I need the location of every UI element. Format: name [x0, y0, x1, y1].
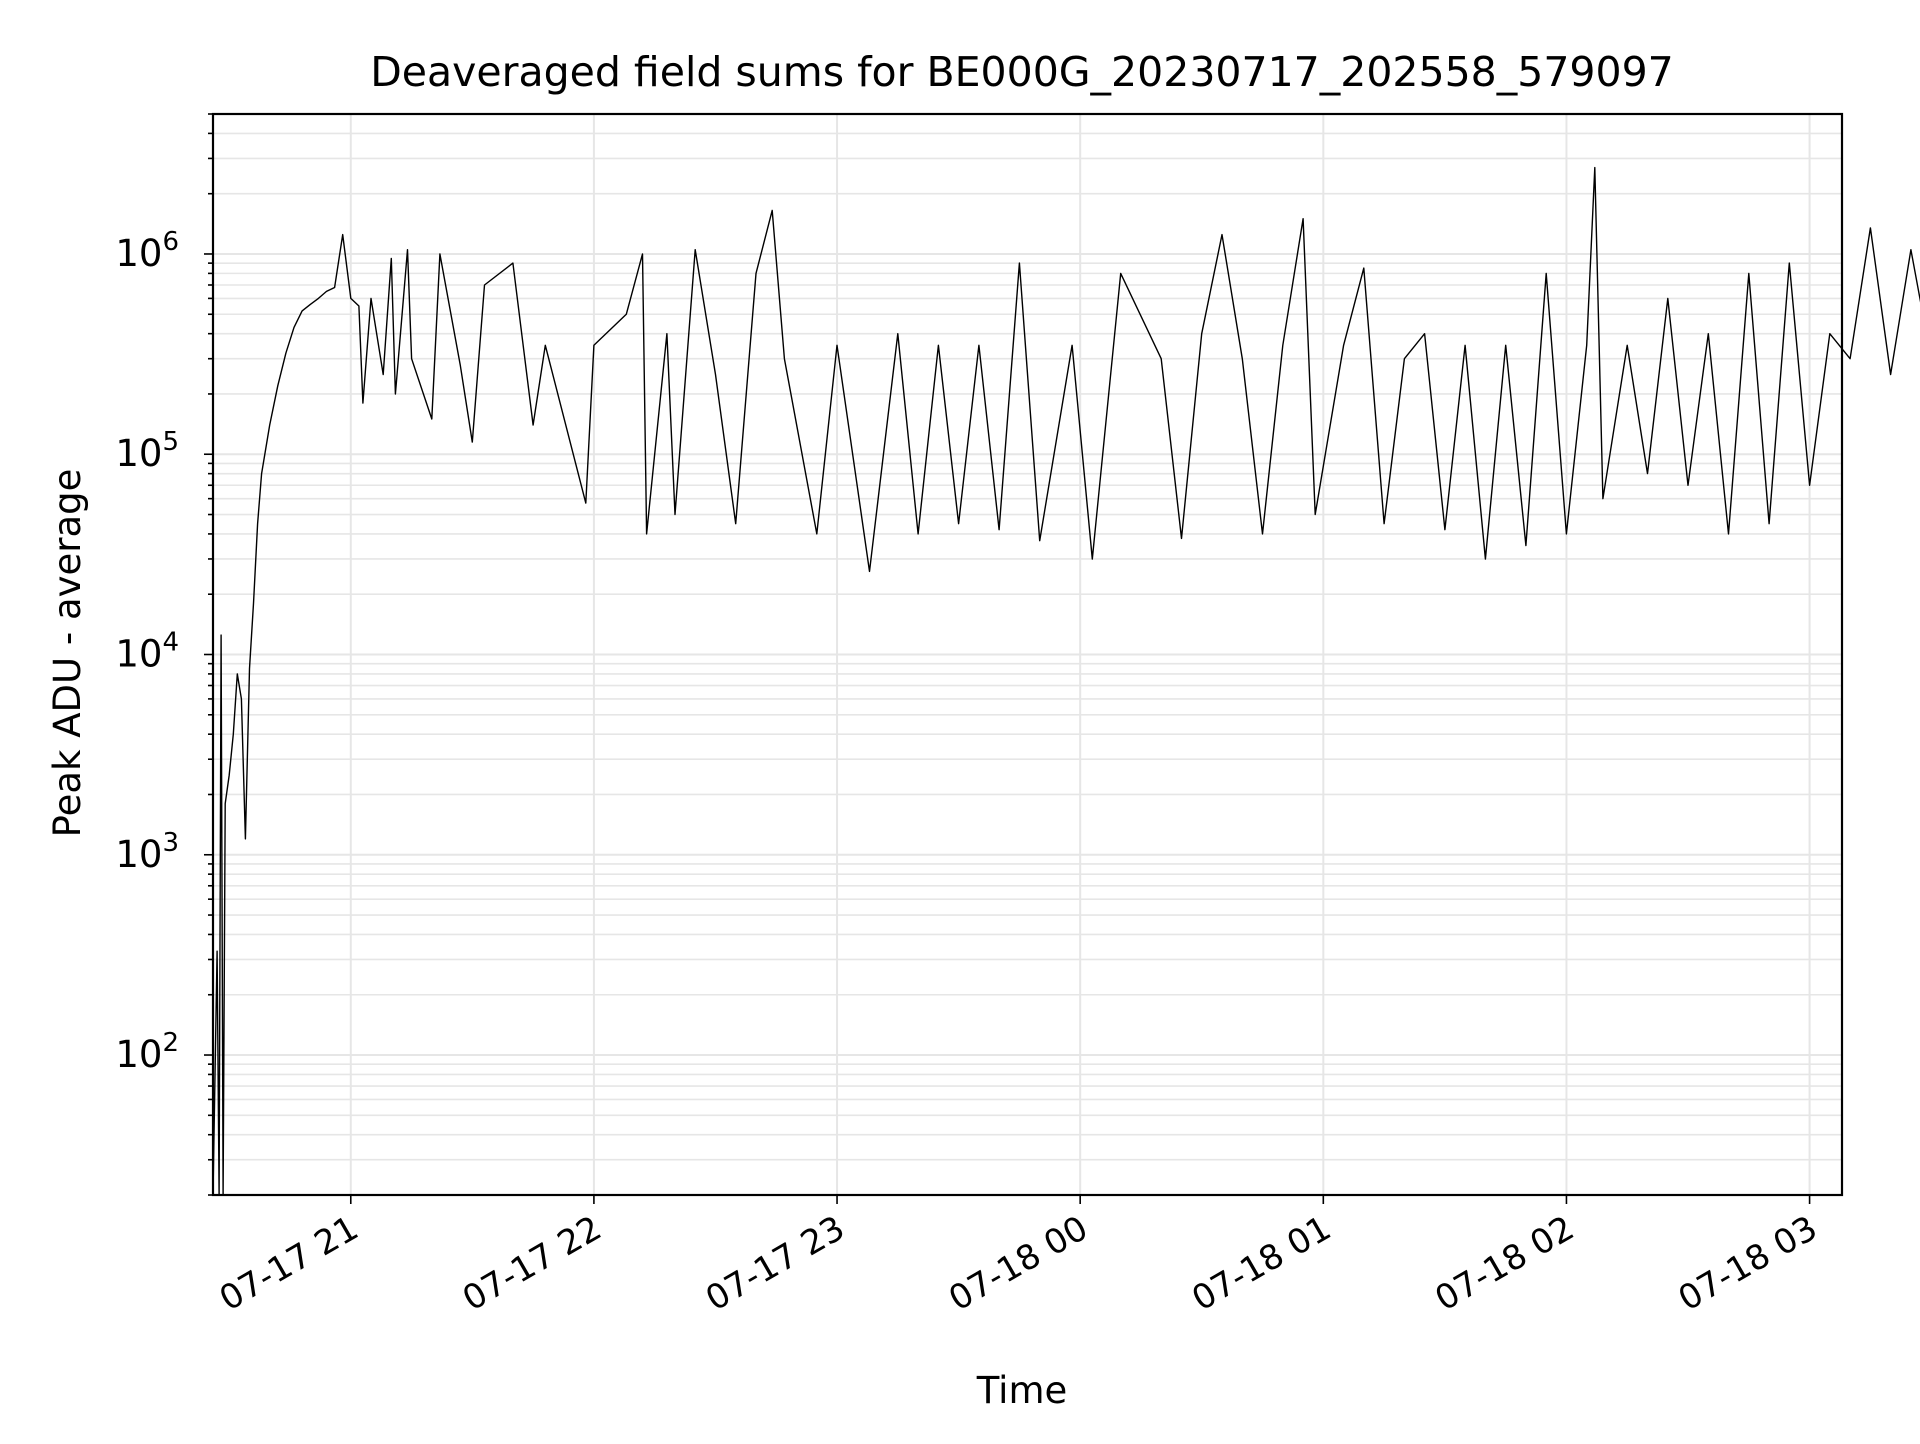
y-tick-label: 103: [115, 828, 179, 876]
chart-title: Deaveraged field sums for BE000G_2023071…: [370, 48, 1674, 96]
y-tick-label: 102: [115, 1028, 179, 1076]
x-tick-label: 07-18 03: [1672, 1208, 1824, 1319]
y-tick-label: 105: [115, 427, 179, 475]
series-layer: [212, 166, 1920, 1196]
axis-layer: 07-17 21 07-17 22 07-17 23 07-18 00 07-18 01…: [115, 113, 1824, 1319]
y-tick-label: 106: [115, 227, 179, 275]
x-tick-label: 07-18 00: [942, 1208, 1094, 1319]
x-tick-label: 07-17 22: [456, 1208, 608, 1319]
data-series-line: [212, 166, 1920, 1196]
y-axis-label: Peak ADU - average: [46, 469, 89, 838]
y-tick-label: 104: [115, 628, 179, 676]
x-tick-label: 07-18 01: [1185, 1208, 1337, 1319]
x-tick-label: 07-17 21: [213, 1208, 365, 1319]
grid-layer: [213, 113, 1842, 1196]
x-axis-label: Time: [976, 1369, 1068, 1412]
x-tick-label: 07-18 02: [1429, 1208, 1581, 1319]
x-tick-label: 07-17 23: [699, 1208, 851, 1319]
